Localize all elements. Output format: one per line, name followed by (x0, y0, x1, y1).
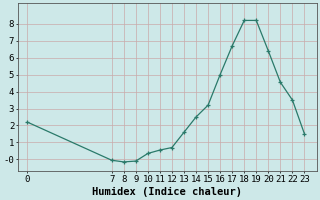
X-axis label: Humidex (Indice chaleur): Humidex (Indice chaleur) (92, 186, 242, 197)
